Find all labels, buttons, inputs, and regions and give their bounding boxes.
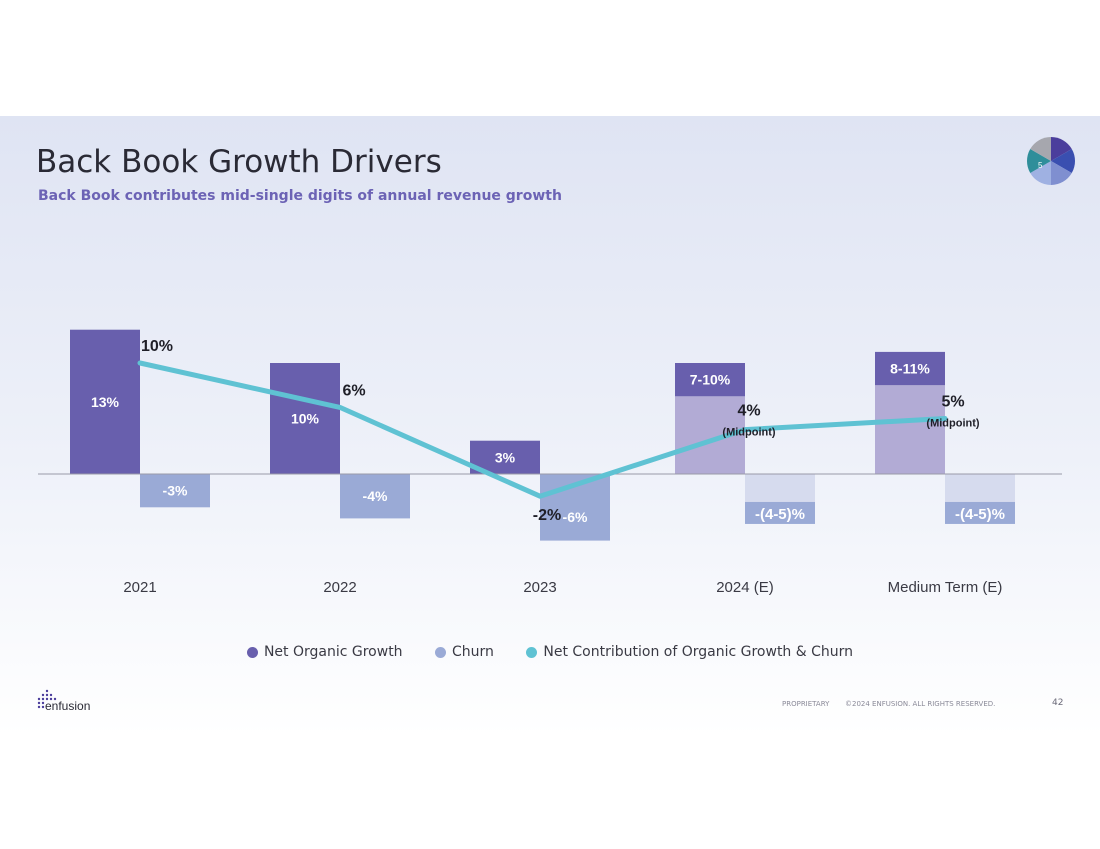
legend-item-churn: Churn <box>435 644 494 660</box>
section-pie-icon: 5 <box>1027 137 1075 185</box>
churn-label: -(4-5)% <box>755 506 805 523</box>
net-organic-range-label: 8-11% <box>890 361 930 377</box>
legend-item-net-organic-growth: Net Organic Growth <box>246 644 403 660</box>
logo-wordmark: enfusion <box>45 699 90 713</box>
page-number: 42 <box>1052 698 1064 708</box>
x-tick-label: 2024 (E) <box>716 579 774 596</box>
legend-dot-icon <box>526 646 538 658</box>
pie-wedge <box>1027 149 1051 173</box>
churn-label: -6% <box>563 509 588 525</box>
net-organic-range-bar <box>875 351 945 386</box>
net-organic-label: 13% <box>91 394 120 410</box>
net-organic-range-label: 7-10% <box>690 372 731 388</box>
churn-label: -4% <box>363 488 388 504</box>
footer-copyright: ©2024 ENFUSION. ALL RIGHTS RESERVED. <box>845 700 996 708</box>
x-tick-label: 2021 <box>123 579 156 596</box>
enfusion-logo: enfusion <box>37 689 90 713</box>
slide-subtitle: Back Book contributes mid-single digits … <box>38 188 562 204</box>
legend-item-net-contribution: Net Contribution of Organic Growth & Chu… <box>526 644 853 660</box>
net-organic-label: 10% <box>291 411 320 427</box>
churn-range-label-bg <box>745 501 815 524</box>
badge-label: 5 <box>1038 161 1043 170</box>
footer-proprietary: PROPRIETARY <box>782 700 830 708</box>
legend-label: Net Contribution of Organic Growth & Chu… <box>543 644 854 660</box>
churn-range-bar <box>945 474 1015 502</box>
legend-label: Net Organic Growth <box>263 644 403 660</box>
slide-title: Back Book Growth Drivers <box>36 144 442 180</box>
churn-range-bar <box>745 474 815 502</box>
midpoint-note: (Midpoint) <box>722 427 775 439</box>
logo-dots-icon <box>37 689 57 709</box>
chart: 13% 10% 3% 7-10% 8-11% -3% -4% -6% -(4-5)% -(4-5)… <box>38 329 1062 596</box>
x-tick-label: 2022 <box>323 579 356 596</box>
pie-wedge <box>1051 137 1072 161</box>
x-tick-label: 2023 <box>523 579 556 596</box>
pie-wedge <box>1051 161 1072 185</box>
legend-dot-icon <box>246 646 258 658</box>
churn-bar <box>140 474 210 508</box>
legend-label: Churn <box>452 644 494 660</box>
net-organic-range-bar <box>675 363 745 397</box>
net-organic-label: 3% <box>495 449 516 465</box>
legend-dot-icon <box>435 646 447 658</box>
net-organic-bar <box>270 363 340 474</box>
net-organic-range-base-bar <box>875 385 945 474</box>
churn-label: -(4-5)% <box>955 506 1005 523</box>
churn-bar <box>340 474 410 519</box>
pie-wedge <box>1051 149 1075 173</box>
net-contribution-label: 6% <box>342 382 365 399</box>
slide: Back Book Growth Drivers Back Book contr… <box>0 116 1100 736</box>
pie-wedge <box>1030 161 1051 185</box>
legend: Net Organic Growth Churn Net Contributio… <box>0 644 1100 662</box>
net-organic-bar <box>70 329 140 474</box>
net-contribution-line <box>137 360 948 499</box>
churn-range-label-bg <box>945 501 1015 524</box>
net-contribution-label: 10% <box>141 338 173 355</box>
net-contribution-label: 5% <box>941 394 964 411</box>
x-tick-label: Medium Term (E) <box>888 579 1003 596</box>
midpoint-note: (Midpoint) <box>926 418 979 430</box>
pie-wedge <box>1030 137 1051 161</box>
churn-label: -3% <box>163 483 188 499</box>
net-contribution-label: 4% <box>737 403 760 420</box>
net-contribution-label: -2% <box>533 507 561 524</box>
